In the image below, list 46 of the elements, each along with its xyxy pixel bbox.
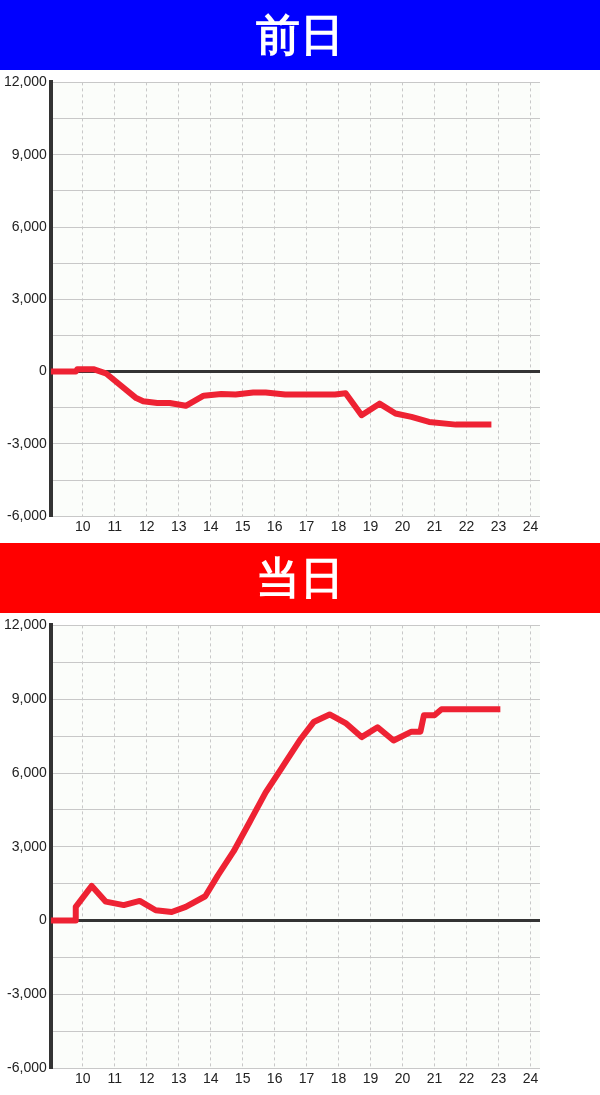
- chart-title: 前日: [0, 0, 600, 70]
- x-tick-label: 22: [458, 518, 475, 535]
- y-tick-label: 12,000: [3, 616, 48, 633]
- x-tick-label: 16: [266, 518, 283, 535]
- x-tick-label: 13: [170, 518, 187, 535]
- x-tick-label: 17: [298, 518, 315, 535]
- x-tick-label: 14: [202, 1070, 219, 1087]
- x-tick-label: 10: [75, 518, 91, 535]
- x-tick-label: 12: [138, 518, 155, 535]
- y-tick-label: 3,000: [11, 290, 48, 307]
- chart-title: 当日: [0, 543, 600, 613]
- x-tick-label: 23: [490, 1070, 507, 1087]
- y-tick-label: -6,000: [7, 1059, 48, 1076]
- y-tick-label: 6,000: [11, 763, 48, 780]
- x-tick-label: 18: [330, 1070, 347, 1087]
- y-tick-label: 12,000: [3, 73, 48, 90]
- x-tick-label: 24: [522, 1070, 539, 1087]
- y-tick-label: -6,000: [7, 507, 48, 524]
- x-tick-label: 15: [234, 518, 251, 535]
- y-tick-label: 3,000: [11, 837, 48, 854]
- x-tick-label: 16: [266, 1070, 283, 1087]
- x-tick-label: 19: [362, 1070, 379, 1087]
- y-tick-label: 9,000: [11, 690, 48, 707]
- x-tick-label: 23: [490, 518, 507, 535]
- x-tick-label: 20: [394, 1070, 411, 1087]
- x-tick-label: 20: [394, 518, 411, 535]
- x-tick-label: 13: [170, 1070, 187, 1087]
- x-tick-label: 17: [298, 1070, 315, 1087]
- y-tick-label: -3,000: [7, 434, 48, 451]
- x-tick-label: 10: [75, 1070, 91, 1087]
- x-tick-label: 24: [522, 518, 539, 535]
- y-tick-label: 9,000: [11, 145, 48, 162]
- x-tick-label: 15: [234, 1070, 251, 1087]
- x-tick-label: 11: [107, 518, 123, 535]
- x-tick-label: 22: [458, 1070, 475, 1087]
- x-tick-label: 12: [138, 1070, 155, 1087]
- y-tick-label: -3,000: [7, 985, 48, 1002]
- y-tick-label: 0: [39, 362, 48, 379]
- y-tick-label: 0: [39, 911, 48, 928]
- x-tick-label: 14: [202, 518, 219, 535]
- x-tick-label: 11: [107, 1070, 123, 1087]
- x-tick-label: 21: [426, 518, 443, 535]
- x-tick-label: 19: [362, 518, 379, 535]
- x-tick-label: 21: [426, 1070, 443, 1087]
- x-tick-label: 18: [330, 518, 347, 535]
- y-tick-label: 6,000: [11, 217, 48, 234]
